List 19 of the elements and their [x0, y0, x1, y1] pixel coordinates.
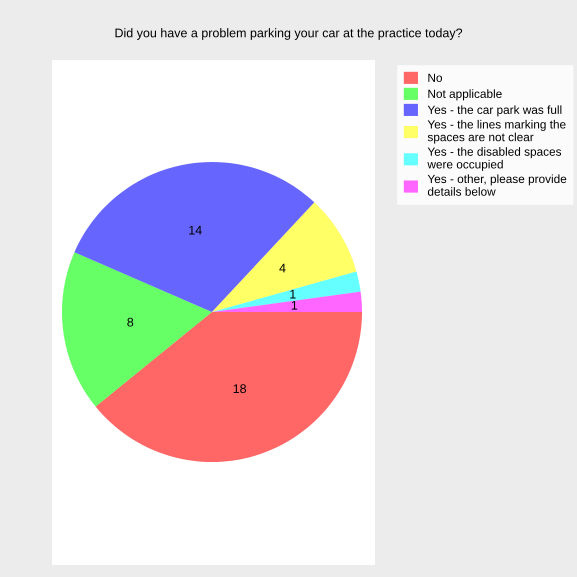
legend-label: Yes - the disabled spaces were occupied	[427, 147, 562, 171]
legend-label: Yes - other, please provide details below	[428, 174, 566, 196]
data-label: 4	[279, 264, 286, 272]
pie-slice	[62, 252, 212, 407]
data-label: 1	[292, 301, 298, 310]
data-label: 1	[290, 290, 296, 298]
pie-slice	[96, 312, 362, 462]
legend-label: No	[428, 74, 442, 82]
pie-slice	[212, 272, 361, 312]
pie-slice	[212, 202, 356, 312]
pie-slice	[74, 162, 314, 312]
pie-slice	[212, 292, 362, 312]
legend-label: Yes - the lines marking the spaces are not clear	[428, 120, 566, 144]
chart-title: Did you have a problem parking your car at the practice today?	[115, 28, 462, 40]
data-label: 8	[127, 318, 134, 327]
data-label: 18	[234, 384, 246, 394]
legend-label: Yes - the car park was full	[428, 105, 562, 116]
legend-label: Not applicable	[428, 89, 502, 100]
data-label: 14	[189, 226, 202, 234]
